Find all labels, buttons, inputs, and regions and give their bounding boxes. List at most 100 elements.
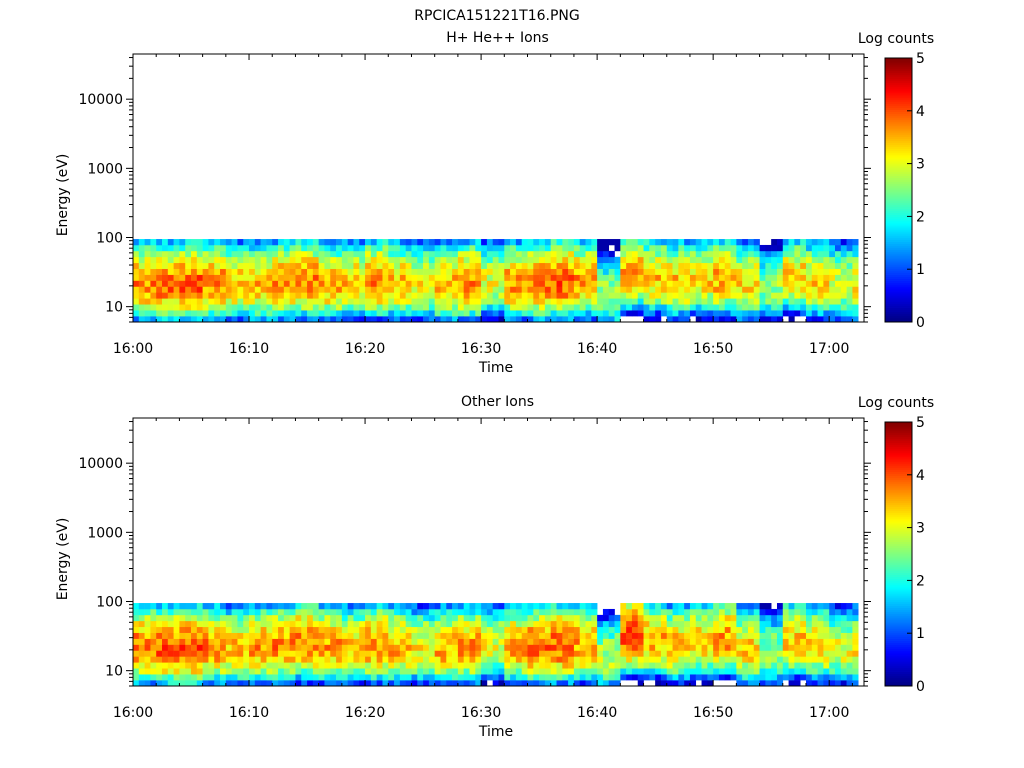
heatmap-cell [510, 262, 517, 269]
heatmap-cell [318, 298, 325, 305]
heatmap-cell [278, 256, 285, 264]
heatmap-cell [324, 286, 331, 293]
heatmap-cell [405, 603, 412, 610]
heatmap-cell [840, 280, 847, 287]
heatmap-cell [672, 626, 679, 633]
heatmap-cell [544, 608, 552, 616]
heatmap-cell [249, 304, 256, 311]
heatmap-cell [510, 250, 517, 258]
heatmap-cell [597, 280, 604, 287]
heatmap-cell [620, 656, 627, 663]
heatmap-cell [788, 286, 795, 293]
heatmap-cell [191, 310, 198, 317]
heatmap-cell [289, 286, 296, 293]
heatmap-cell [220, 680, 227, 687]
heatmap-cell [498, 239, 505, 246]
heatmap-cell [829, 656, 836, 663]
heatmap-cell [515, 632, 522, 639]
heatmap-cell [684, 286, 691, 293]
heatmap-cell [829, 280, 836, 287]
heatmap-cell [510, 280, 517, 287]
heatmap-cell [469, 662, 476, 669]
colorbar-label: Log counts [858, 31, 934, 47]
heatmap-cell [254, 268, 261, 275]
heatmap-cell [150, 268, 157, 275]
heatmap-cell [301, 310, 308, 317]
heatmap-cell [562, 632, 569, 639]
heatmap-cell [208, 626, 215, 633]
heatmap-cell [521, 620, 528, 628]
heatmap-cell [481, 656, 488, 663]
colorbar-segment [885, 562, 912, 565]
heatmap-cell [220, 304, 227, 311]
heatmap-cell [289, 316, 296, 323]
heatmap-cell [701, 286, 708, 293]
heatmap-cell [173, 638, 180, 645]
heatmap-cell [283, 310, 290, 317]
heatmap-cell [788, 250, 795, 258]
heatmap-cell [805, 292, 813, 299]
heatmap-cell [138, 638, 145, 645]
heatmap-cell [550, 292, 557, 299]
heatmap-cell [133, 620, 140, 628]
heatmap-cell [312, 656, 319, 663]
heatmap-cell [782, 262, 789, 269]
heatmap-cell [365, 286, 372, 293]
heatmap-cell [336, 680, 343, 687]
heatmap-cell [167, 626, 174, 633]
heatmap-cell [150, 662, 157, 669]
heatmap-cell [556, 626, 563, 633]
heatmap-cell [742, 268, 749, 275]
heatmap-cell [718, 316, 726, 323]
heatmap-cell [631, 262, 639, 269]
heatmap-cell [463, 310, 470, 317]
heatmap-cell [278, 262, 285, 269]
heatmap-cell [718, 262, 726, 269]
heatmap-cell [394, 620, 401, 628]
heatmap-cell [289, 626, 296, 633]
heatmap-cell [823, 626, 830, 633]
heatmap-cell [191, 239, 198, 246]
panel-title: Other Ions [461, 394, 534, 410]
heatmap-cell [138, 603, 145, 610]
heatmap-cell [417, 662, 424, 669]
heatmap-cell [446, 316, 453, 323]
heatmap-cell [475, 310, 482, 317]
heatmap-cell [794, 626, 801, 633]
heatmap-cell [266, 674, 273, 681]
heatmap-cell [301, 298, 308, 305]
heatmap-cell [602, 656, 610, 663]
heatmap-cell [185, 286, 192, 293]
heatmap-cell [278, 662, 285, 669]
heatmap-cell [434, 626, 441, 633]
heatmap-cell [573, 298, 581, 305]
heatmap-cell [689, 662, 697, 669]
heatmap-cell [486, 244, 493, 252]
heatmap-cell [492, 662, 499, 669]
heatmap-cell [788, 244, 795, 252]
colorbar-segment [885, 671, 912, 675]
heatmap-cell [138, 244, 145, 252]
heatmap-cell [805, 239, 813, 246]
heatmap-cell [492, 304, 499, 311]
heatmap-cell [440, 650, 447, 657]
heatmap-cell [254, 286, 261, 293]
heatmap-cell [562, 626, 569, 633]
heatmap-cell [811, 662, 818, 669]
heatmap-cell [579, 298, 586, 305]
heatmap-cell [637, 262, 644, 269]
heatmap-cell [579, 256, 586, 264]
heatmap-cell [162, 244, 169, 252]
heatmap-cell [341, 632, 348, 639]
colorbar-segment [885, 113, 912, 117]
heatmap-cell [840, 244, 847, 252]
heatmap-cell [800, 304, 807, 311]
heatmap-cell [544, 239, 552, 246]
heatmap-cell [626, 250, 633, 258]
heatmap-cell [504, 262, 511, 269]
heatmap-cell [266, 244, 273, 252]
heatmap-cell [811, 274, 818, 281]
heatmap-cell [359, 644, 366, 651]
heatmap-cell [150, 239, 157, 246]
